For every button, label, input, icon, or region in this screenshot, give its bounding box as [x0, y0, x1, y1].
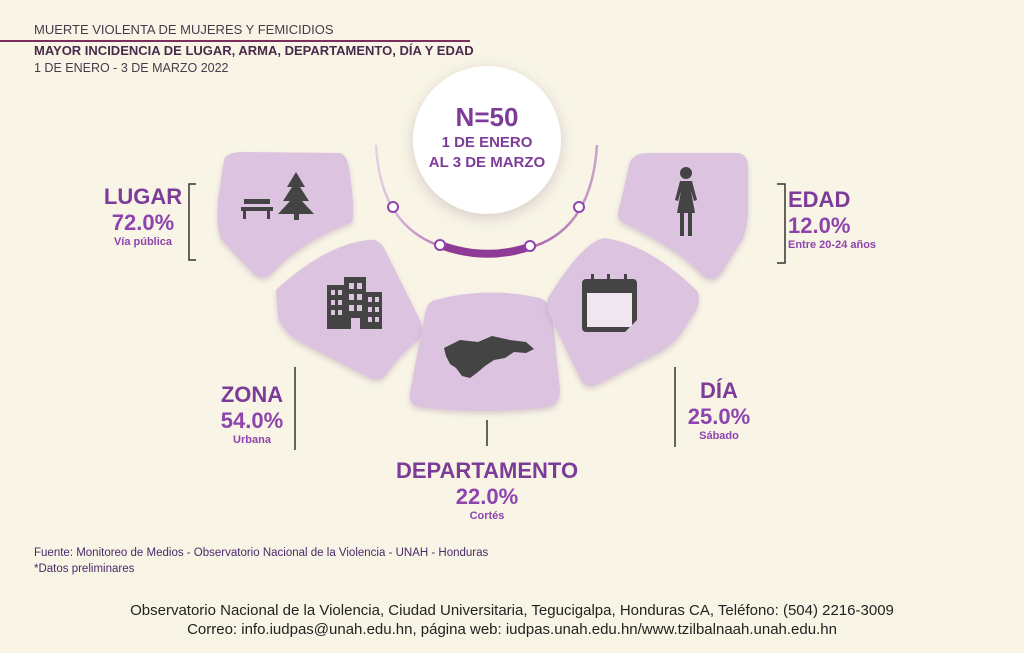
building-icon [327, 277, 382, 329]
category-dia: DÍA 25.0% Sábado [676, 378, 762, 442]
bench-tree-icon [241, 172, 314, 220]
header-title: MUERTE VIOLENTA DE MUJERES Y FEMICIDIOS [34, 22, 334, 37]
departamento-title: DEPARTAMENTO [395, 458, 579, 483]
zona-title: ZONA [220, 382, 284, 407]
lugar-value: 72.0% [111, 210, 175, 235]
center-circle: N=50 1 DE ENERO AL 3 DE MARZO [413, 66, 561, 214]
footer: Observatorio Nacional de la Violencia, C… [0, 601, 1024, 639]
dia-detail: Sábado [699, 430, 739, 442]
lugar-detail: Vía pública [113, 236, 173, 248]
departamento-detail: Cortés [469, 510, 505, 522]
honduras-map-icon [444, 336, 534, 378]
header-divider [0, 40, 470, 42]
period-line1: 1 DE ENERO [441, 134, 533, 151]
category-departamento: DEPARTAMENTO 22.0% Cortés [380, 458, 594, 522]
center-arc [374, 144, 599, 258]
edad-value: 12.0% [788, 213, 851, 238]
header-subtitle: MAYOR INCIDENCIA DE LUGAR, ARMA, DEPARTA… [34, 43, 474, 58]
category-lugar: LUGAR 72.0% Vía pública [98, 184, 188, 248]
category-edad: EDAD 12.0% Entre 20-24 años [788, 187, 884, 251]
preliminary-note: *Datos preliminares [34, 563, 135, 575]
source-line: Fuente: Monitoreo de Medios - Observator… [34, 547, 489, 559]
category-zona: ZONA 54.0% Urbana [212, 382, 292, 446]
woman-icon [675, 167, 697, 236]
edad-title: EDAD [788, 187, 851, 212]
source-note: Fuente: Monitoreo de Medios - Observator… [34, 545, 488, 577]
lugar-title: LUGAR [103, 184, 183, 209]
panel-lugar [217, 152, 354, 278]
edad-detail: Entre 20-24 años [788, 239, 877, 251]
period-line2: AL 3 DE MARZO [428, 154, 546, 171]
zona-detail: Urbana [233, 434, 271, 446]
footer-contact: Correo: info.iudpas@unah.edu.hn, página … [187, 621, 837, 638]
calendar-icon [582, 274, 637, 332]
departamento-value: 22.0% [455, 484, 519, 509]
footer-address: Observatorio Nacional de la Violencia, C… [130, 602, 894, 619]
zona-value: 54.0% [220, 408, 284, 433]
dia-title: DÍA [700, 378, 738, 403]
connector-lines [188, 183, 786, 450]
dia-value: 25.0% [687, 404, 751, 429]
sample-size: N=50 [455, 102, 519, 132]
header-period: 1 DE ENERO - 3 DE MARZO 2022 [34, 61, 229, 75]
